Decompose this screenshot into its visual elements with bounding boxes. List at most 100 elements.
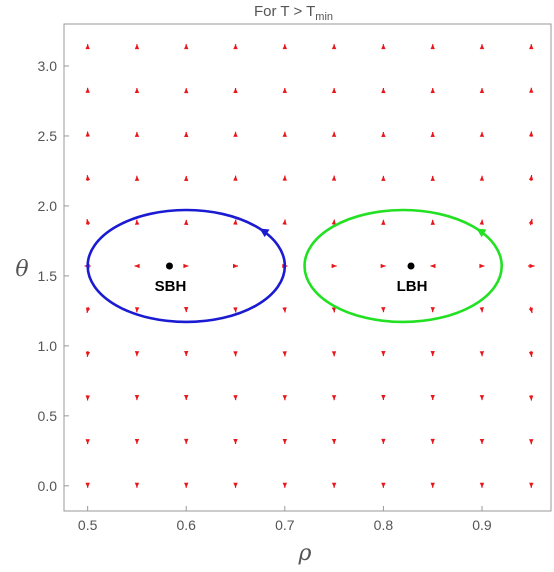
y-tick-label: 2.0 — [38, 198, 58, 214]
y-tick-label: 3.0 — [38, 58, 58, 74]
field-arrow — [430, 307, 436, 313]
field-arrow — [479, 219, 484, 225]
contours — [86, 208, 504, 324]
x-tick-label: 0.6 — [177, 517, 197, 533]
field-arrow — [381, 482, 386, 488]
field-arrow — [331, 307, 337, 313]
field-arrow — [331, 219, 337, 225]
field-arrow — [479, 44, 485, 50]
field-arrow — [134, 307, 140, 313]
field-arrow — [331, 482, 337, 488]
field-arrow — [233, 44, 238, 50]
x-tick-label: 0.8 — [374, 517, 394, 533]
field-arrow — [430, 438, 435, 444]
field-arrow — [381, 131, 386, 137]
contour-arrow — [476, 228, 487, 238]
field-arrow — [430, 88, 435, 94]
field-arrow — [85, 482, 90, 488]
field-arrow — [479, 351, 485, 357]
y-axis-label: θ — [15, 257, 28, 282]
contour — [86, 208, 287, 324]
field-arrow — [233, 131, 238, 137]
y-tick-label: 1.5 — [38, 268, 58, 284]
field-arrow — [134, 263, 140, 269]
field-arrow — [331, 131, 337, 137]
field-arrow — [282, 351, 287, 357]
field-arrow — [282, 44, 288, 50]
field-arrow — [528, 263, 535, 269]
field-arrow — [479, 263, 485, 269]
field-arrow — [430, 482, 435, 488]
field-arrow — [183, 263, 189, 269]
field-arrow — [232, 263, 238, 269]
field-arrow — [85, 351, 91, 357]
point-label: LBH — [397, 278, 428, 295]
contour-arrow — [259, 228, 270, 238]
field-arrow — [479, 482, 485, 488]
field-arrow — [528, 131, 534, 137]
field-arrow — [85, 395, 90, 401]
field-arrow — [85, 439, 90, 445]
vector-field — [84, 44, 535, 488]
field-arrow — [184, 88, 189, 94]
field-arrow — [381, 88, 386, 94]
field-arrow — [134, 482, 140, 488]
title-main: For T > T — [254, 3, 315, 20]
field-arrow — [233, 175, 238, 181]
field-arrow — [85, 131, 90, 137]
field-arrow — [331, 395, 337, 401]
field-arrow — [282, 87, 287, 93]
field-arrow — [85, 44, 90, 50]
field-arrow — [85, 306, 91, 314]
field-arrow — [233, 482, 238, 488]
field-arrow — [430, 351, 435, 357]
field-arrow — [381, 44, 386, 50]
field-arrow — [184, 132, 189, 138]
field-arrow — [430, 219, 436, 225]
x-axis-label: ρ — [298, 541, 312, 566]
point-label: SBH — [155, 278, 187, 295]
field-arrow — [233, 438, 238, 444]
field-arrow — [331, 44, 337, 50]
field-arrow — [331, 87, 337, 93]
field-arrow — [134, 88, 140, 94]
field-arrow — [479, 307, 484, 313]
critical-point — [165, 262, 173, 270]
field-arrow — [282, 131, 287, 137]
field-arrow — [282, 307, 287, 313]
field-arrow — [184, 351, 189, 357]
field-arrow — [528, 175, 534, 182]
field-arrow — [282, 438, 287, 445]
field-arrow — [479, 175, 485, 181]
field-arrow — [134, 438, 140, 444]
field-arrow — [479, 87, 485, 94]
field-arrow — [184, 175, 189, 181]
field-arrow — [134, 351, 140, 357]
field-arrow — [528, 395, 534, 401]
field-arrow — [381, 219, 386, 225]
field-arrow — [430, 263, 436, 269]
field-arrow — [282, 175, 287, 181]
field-arrow — [430, 175, 435, 181]
y-tick-label: 1.0 — [38, 338, 58, 354]
field-arrow — [528, 218, 533, 226]
field-arrow — [233, 219, 238, 225]
field-arrow — [529, 482, 534, 488]
field-arrow — [134, 131, 140, 137]
field-arrow — [529, 439, 534, 445]
field-arrow — [85, 87, 90, 93]
field-arrow — [282, 395, 287, 401]
x-tick-label: 0.7 — [275, 517, 295, 533]
field-arrow — [381, 175, 386, 181]
field-arrow — [183, 307, 189, 313]
field-arrow — [233, 307, 238, 313]
contour — [303, 208, 504, 324]
field-arrow — [184, 438, 189, 444]
field-arrow — [184, 44, 189, 50]
field-arrow — [528, 306, 533, 314]
field-arrow — [479, 131, 485, 137]
field-arrow — [183, 219, 189, 225]
field-arrow — [85, 175, 91, 181]
axis-ticks: 0.5 0.6 0.7 0.8 0.9 0.0 0.5 1.0 1.5 2.0 2.5 3.0 — [38, 58, 492, 533]
